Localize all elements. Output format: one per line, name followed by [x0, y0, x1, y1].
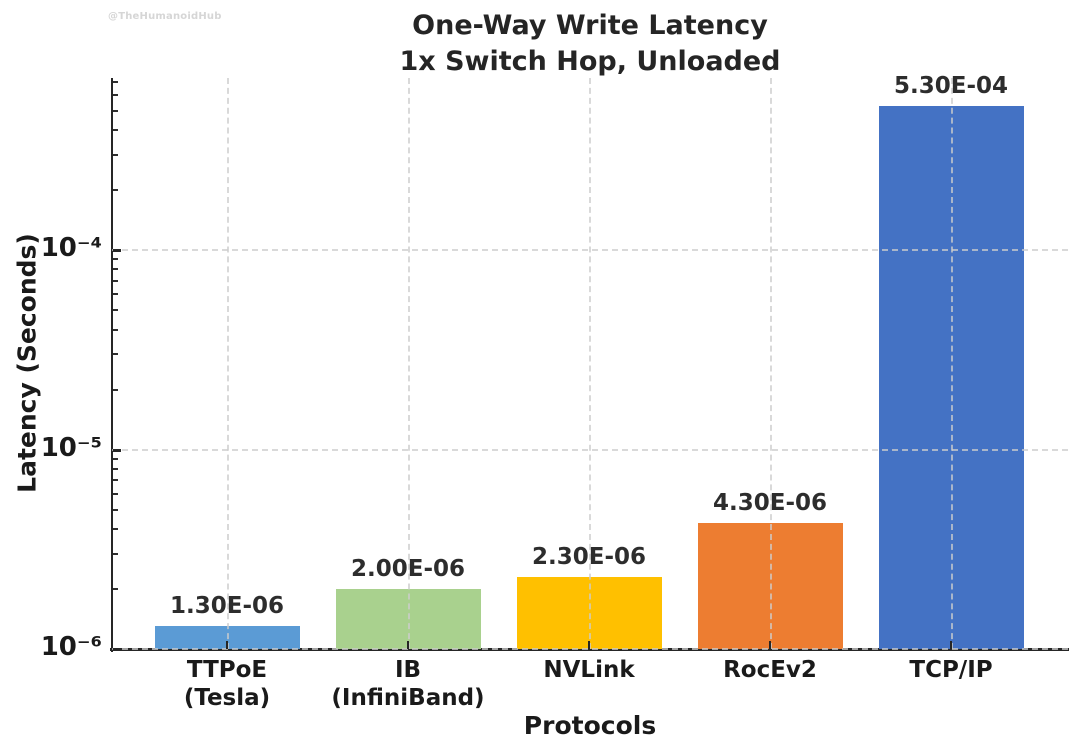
y-axis-line: [111, 78, 113, 652]
y-tick-major-1: [113, 448, 121, 452]
bar-value-label-4: 5.30E-04: [893, 72, 1008, 99]
x-axis-label: Protocols: [523, 711, 657, 740]
bar-value-label-3: 4.30E-06: [712, 489, 827, 516]
gridline-vertical-2: [589, 78, 591, 649]
bar-value-label-0: 1.30E-06: [169, 593, 284, 620]
y-tick-minor--5-5: [113, 309, 118, 312]
y-tick-minor--6-8: [113, 467, 118, 470]
y-tick-minor--6-9: [113, 457, 118, 460]
x-tick-mark-0: [226, 641, 228, 649]
y-tick-minor--4-5: [113, 109, 118, 112]
chart-title: One-Way Write Latency 1x Switch Hop, Unl…: [112, 8, 1068, 80]
y-tick-label-0: 10⁻⁶: [40, 632, 102, 662]
y-tick-minor--5-7: [113, 280, 118, 283]
gridline-horizontal-0: [112, 648, 1068, 650]
x-tick-mark-3: [769, 641, 771, 649]
gridline-vertical-3: [770, 78, 772, 649]
gridline-vertical-0: [227, 78, 229, 649]
x-tick-mark-2: [588, 641, 590, 649]
y-tick-minor--6-7: [113, 479, 118, 482]
watermark-text: @TheHumanoidHub: [108, 11, 222, 22]
plot-area: 1.30E-06 2.00E-06 2.30E-06 4.30E-06 5.30E-04: [110, 73, 1069, 652]
y-tick-minor--6-6: [113, 492, 118, 495]
bar-value-label-1: 2.00E-06: [350, 555, 465, 582]
y-tick-minor--5-2: [113, 388, 118, 391]
gridline-vertical-4: [951, 78, 953, 649]
y-tick-minor--5-3: [113, 353, 118, 356]
x-tick-label-0: TTPoE (Tesla): [183, 657, 271, 711]
y-tick-minor--4-4: [113, 129, 118, 132]
y-tick-minor--6-4: [113, 527, 118, 530]
chart-title-line1: One-Way Write Latency: [412, 10, 768, 41]
y-tick-minor--5-6: [113, 293, 118, 296]
chart-title-line2: 1x Switch Hop, Unloaded: [399, 46, 781, 77]
y-tick-minor--6-3: [113, 552, 118, 555]
y-tick-minor--6-2: [113, 587, 118, 590]
x-tick-mark-1: [407, 641, 409, 649]
gridline-vertical-1: [408, 78, 410, 649]
y-tick-minor--4-2: [113, 189, 118, 192]
y-tick-minor--6-5: [113, 508, 118, 511]
x-tick-label-1: IB (InfiniBand): [331, 657, 485, 711]
y-tick-major-2: [113, 249, 121, 253]
x-tick-mark-4: [950, 641, 952, 649]
y-tick-minor--4-6: [113, 93, 118, 96]
y-tick-label-2: 10⁻⁴: [40, 233, 102, 264]
y-tick-minor--4-3: [113, 154, 118, 157]
x-tick-label-2: NVLink: [543, 657, 635, 683]
y-tick-minor--5-9: [113, 258, 118, 261]
y-tick-label-1: 10⁻⁵: [40, 432, 102, 463]
y-tick-minor--5-4: [113, 328, 118, 331]
y-tick-minor--5-8: [113, 268, 118, 271]
gridline-horizontal-2: [112, 249, 1068, 252]
gridline-horizontal-1: [112, 448, 1068, 451]
y-tick-minor--4-7: [113, 80, 118, 83]
x-tick-label-3: RocEv2: [723, 657, 817, 683]
y-tick-major-0: [113, 648, 121, 651]
bar-value-label-2: 2.30E-06: [531, 543, 646, 570]
x-tick-label-4: TCP/IP: [909, 657, 993, 683]
